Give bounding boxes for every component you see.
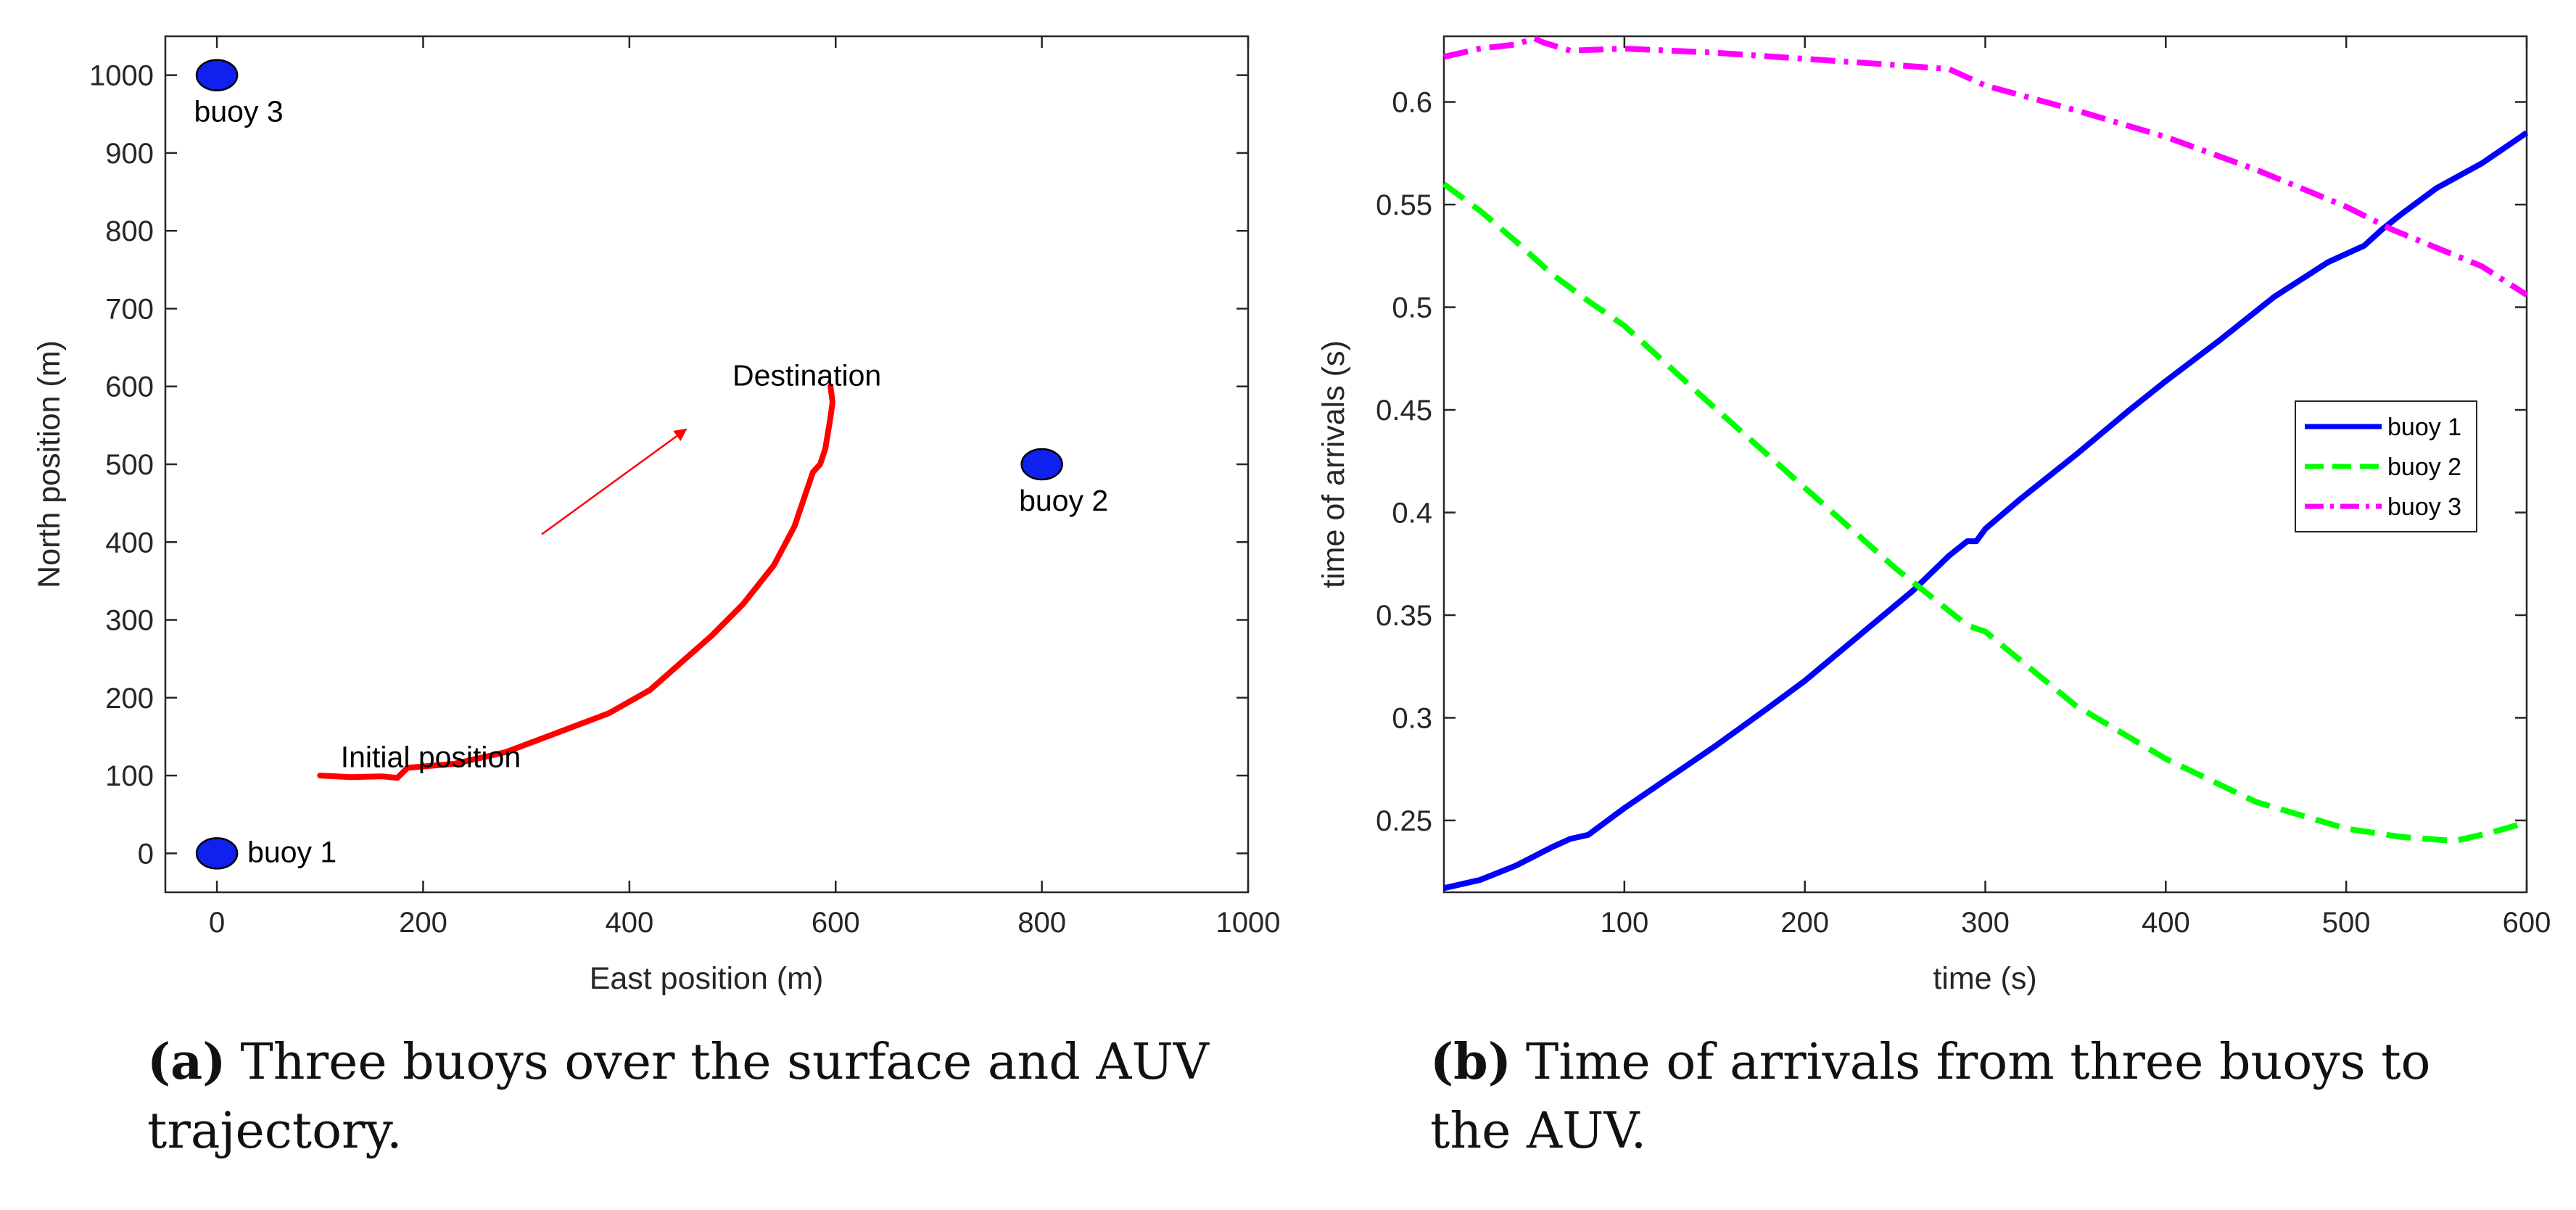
x-tick-label: 500 bbox=[2322, 907, 2371, 939]
plot-a-frame bbox=[164, 35, 1250, 894]
y-tick-label: 0 bbox=[138, 838, 154, 870]
y-tick-label: 700 bbox=[105, 293, 154, 325]
y-tick-label: 0.6 bbox=[1392, 87, 1432, 119]
caption-b-label: (b) bbox=[1430, 1033, 1511, 1091]
legend-box bbox=[2295, 400, 2477, 532]
series-line-buoy2 bbox=[1442, 181, 2528, 844]
y-tick-label: 0.4 bbox=[1392, 497, 1432, 529]
y-tick-label: 500 bbox=[105, 449, 154, 481]
y-tick-label: 1000 bbox=[89, 60, 154, 92]
x-tick-label: 1000 bbox=[1216, 907, 1281, 939]
x-tick-label: 200 bbox=[399, 907, 447, 939]
x-tick-label: 400 bbox=[2142, 907, 2190, 939]
plot-b-ticks: 100 200 300 400 500 600 0.25 0.3 0.35 0.4 0.45 0.5 0… bbox=[1376, 36, 2551, 939]
plot-a-ticks: 0 200 400 600 800 1000 0 100 200 300 400 500 600 700 8… bbox=[89, 36, 1280, 939]
direction-arrow bbox=[541, 428, 688, 535]
plot-b-ylabel: time of arrivals (s) bbox=[1316, 340, 1351, 588]
trajectory-line bbox=[317, 383, 835, 781]
buoy-markers: buoy 1 buoy 2 buoy 3 bbox=[194, 59, 1108, 870]
y-tick-label: 0.3 bbox=[1392, 702, 1432, 734]
buoy-label: buoy 3 bbox=[194, 95, 284, 128]
legend-label-buoy3: buoy 3 bbox=[2387, 493, 2461, 521]
legend-label-buoy1: buoy 1 bbox=[2387, 413, 2461, 441]
y-tick-label: 600 bbox=[105, 371, 154, 403]
y-tick-label: 100 bbox=[105, 760, 154, 792]
destination-label: Destination bbox=[732, 359, 881, 392]
x-tick-label: 800 bbox=[1017, 907, 1066, 939]
plot-a-ylabel: North position (m) bbox=[32, 340, 67, 588]
y-tick-label: 0.5 bbox=[1392, 292, 1432, 324]
toa-series bbox=[1442, 35, 2529, 892]
x-tick-label: 600 bbox=[812, 907, 860, 939]
buoy-label: buoy 2 bbox=[1019, 484, 1108, 517]
x-tick-label: 300 bbox=[1961, 907, 2010, 939]
y-tick-label: 800 bbox=[105, 215, 154, 247]
buoy-marker bbox=[195, 837, 239, 870]
auv-trajectory bbox=[317, 383, 835, 781]
initial-position-label: Initial position bbox=[341, 740, 521, 773]
caption-a-line1: (a) Three buoys over the surface and AUV bbox=[147, 1033, 1210, 1091]
y-tick-label: 0.35 bbox=[1376, 600, 1432, 632]
y-tick-label: 0.45 bbox=[1376, 395, 1432, 427]
legend-label-buoy2: buoy 2 bbox=[2387, 453, 2461, 481]
y-tick-label: 0.25 bbox=[1376, 805, 1432, 837]
x-tick-label: 400 bbox=[605, 907, 653, 939]
x-tick-label: 0 bbox=[209, 907, 225, 939]
series-line-buoy1 bbox=[1443, 130, 2529, 892]
y-tick-label: 400 bbox=[105, 527, 154, 559]
series-line-buoy3 bbox=[1443, 35, 2529, 297]
y-tick-label: 900 bbox=[105, 138, 154, 170]
legend: buoy 1 buoy 2 buoy 3 bbox=[2295, 400, 2477, 532]
caption-a-label: (a) bbox=[147, 1033, 226, 1091]
buoy-marker bbox=[1020, 448, 1063, 481]
buoy-marker bbox=[195, 59, 239, 91]
toa-plot: 100 200 300 400 500 600 0.25 0.3 0.35 0.4 0.45 0.5 0… bbox=[1316, 35, 2551, 996]
plot-a-xlabel: East position (m) bbox=[590, 961, 824, 996]
x-tick-label: 600 bbox=[2503, 907, 2551, 939]
caption-b-line2: the AUV. bbox=[1430, 1103, 1646, 1160]
buoy-label: buoy 1 bbox=[247, 835, 337, 868]
caption-b-line1: (b) Time of arrivals from three buoys to bbox=[1430, 1033, 2430, 1091]
y-tick-label: 200 bbox=[105, 683, 154, 715]
trajectory-plot: 0 200 400 600 800 1000 0 100 200 300 400 500 600 700 8… bbox=[32, 35, 1280, 996]
x-tick-label: 100 bbox=[1600, 907, 1648, 939]
caption-a-line2: trajectory. bbox=[147, 1103, 402, 1160]
x-tick-label: 200 bbox=[1780, 907, 1829, 939]
plot-b-xlabel: time (s) bbox=[1933, 961, 2036, 996]
y-tick-label: 300 bbox=[105, 605, 154, 637]
y-tick-label: 0.55 bbox=[1376, 189, 1432, 221]
